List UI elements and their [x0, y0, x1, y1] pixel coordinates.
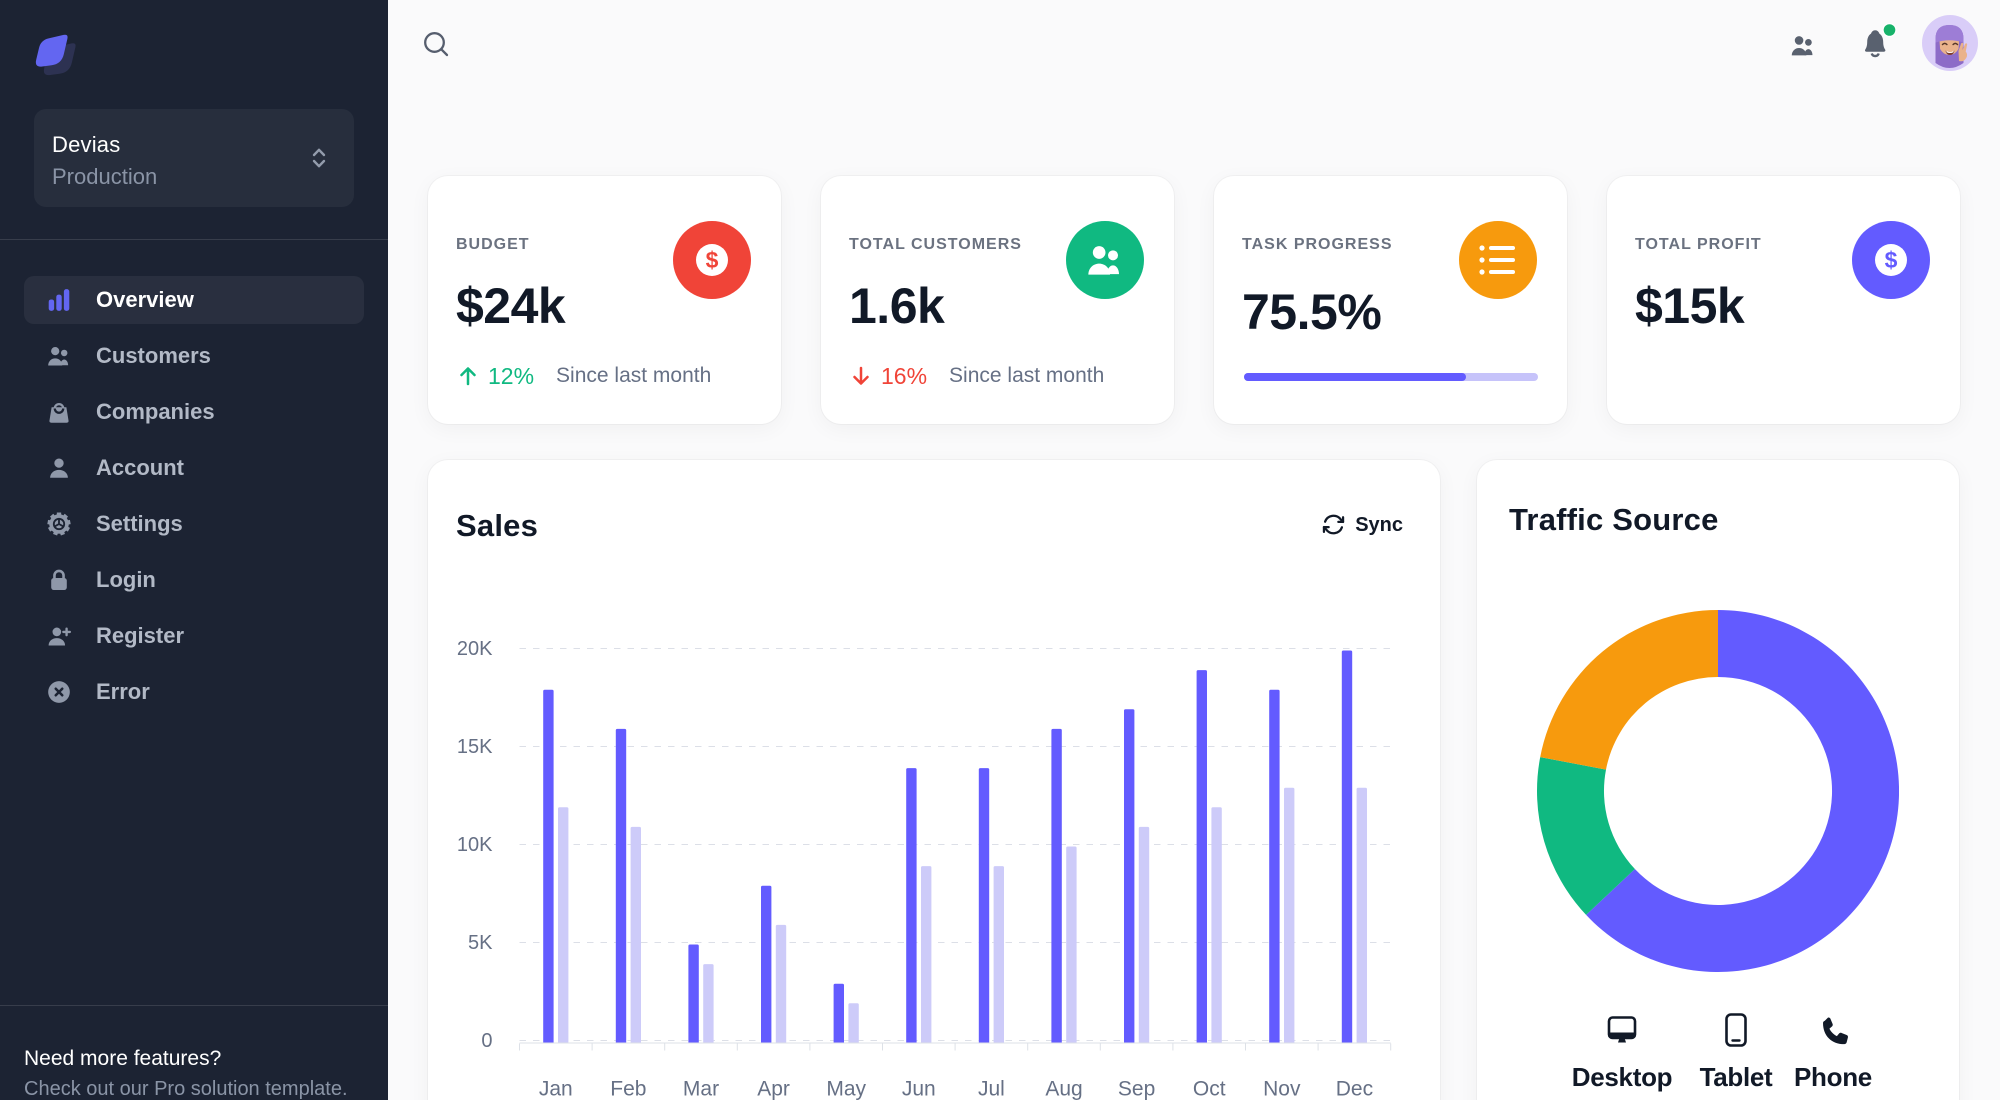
svg-text:10K: 10K — [457, 834, 493, 856]
svg-text:5K: 5K — [468, 932, 493, 954]
svg-text:15K: 15K — [457, 736, 493, 758]
svg-text:Dec: Dec — [1336, 1078, 1373, 1100]
svg-text:Apr: Apr — [757, 1078, 790, 1100]
svg-text:Nov: Nov — [1263, 1078, 1301, 1100]
svg-text:Feb: Feb — [610, 1078, 646, 1100]
svg-text:Aug: Aug — [1045, 1078, 1082, 1100]
svg-text:0: 0 — [481, 1030, 492, 1052]
svg-text:Jul: Jul — [978, 1078, 1005, 1100]
svg-text:Oct: Oct — [1193, 1078, 1226, 1100]
svg-text:May: May — [826, 1078, 866, 1100]
svg-text:Mar: Mar — [683, 1078, 719, 1100]
svg-text:Jan: Jan — [539, 1078, 573, 1100]
svg-text:20K: 20K — [457, 638, 493, 660]
svg-text:Jun: Jun — [902, 1078, 936, 1100]
svg-text:Sep: Sep — [1118, 1078, 1155, 1100]
